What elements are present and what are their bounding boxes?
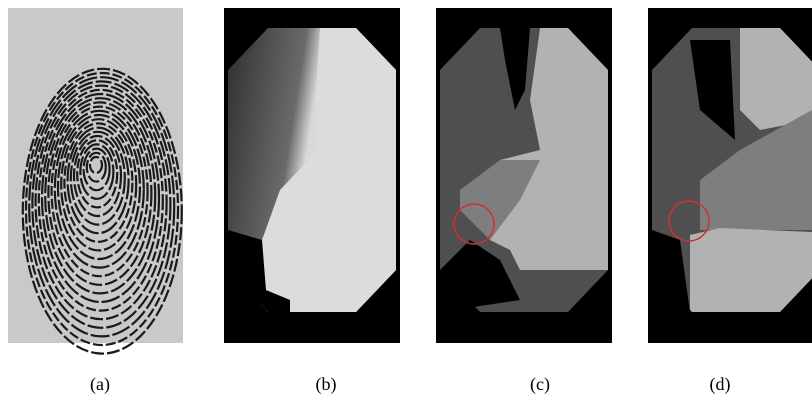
segmentation-map: [436, 8, 612, 343]
caption: (a): [90, 374, 110, 395]
caption: (c): [530, 374, 550, 395]
panel-c: [436, 8, 612, 343]
orientation-map: [224, 8, 400, 343]
panel-b: [224, 8, 400, 343]
caption: (d): [710, 374, 731, 395]
figure: (a) (b) (c) (d): [0, 0, 812, 405]
page: (a) (b) (c) (d) (() => { const data = JS…: [0, 0, 812, 405]
panel-a: [8, 8, 183, 354]
caption: (b): [316, 374, 337, 395]
panel-d: [648, 8, 812, 343]
